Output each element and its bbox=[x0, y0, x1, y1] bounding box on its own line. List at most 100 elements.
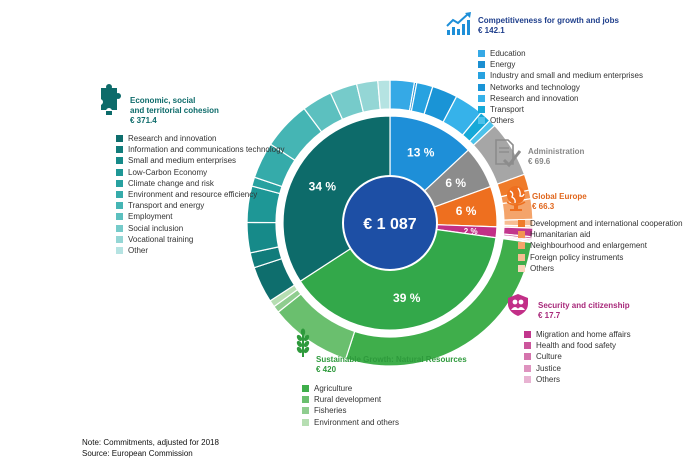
legend-item: Foreign policy instruments bbox=[518, 252, 683, 263]
legend-item: Fisheries bbox=[302, 405, 467, 416]
globe-icon bbox=[506, 186, 526, 211]
legend-item: Small and medium enterprises bbox=[116, 155, 285, 166]
note-line: Note: Commitments, adjusted for 2018 bbox=[82, 438, 219, 447]
legend-item: Energy bbox=[478, 59, 643, 70]
legend-item: Others bbox=[518, 263, 683, 274]
group-title: Competitiveness for growth and jobs bbox=[478, 16, 619, 25]
document-check-icon bbox=[495, 139, 521, 168]
legend-swatch bbox=[116, 213, 123, 221]
legend-swatch bbox=[478, 61, 485, 69]
outer-slice-cohesion-10 bbox=[377, 79, 391, 111]
legend-swatch bbox=[518, 220, 525, 227]
legend-swatch bbox=[478, 117, 485, 125]
legend-item: Research and innovation bbox=[116, 133, 285, 144]
group-amount: € 66.3 bbox=[532, 202, 555, 211]
legend-swatch bbox=[518, 242, 525, 250]
legend-group-global-europe: Global Europe € 66.3 Development and int… bbox=[518, 192, 683, 274]
legend-item: Agriculture bbox=[302, 383, 467, 394]
legend-swatch bbox=[116, 224, 123, 232]
legend-item: Development and international cooperatio… bbox=[518, 218, 683, 229]
legend-swatch bbox=[518, 253, 525, 261]
legend-swatch bbox=[116, 202, 123, 210]
legend-group-security: Security and citizenship € 17.7 Migratio… bbox=[524, 301, 631, 385]
legend-item: Climate change and risk bbox=[116, 178, 285, 189]
group-title: Economic, social and territorial cohesio… bbox=[130, 96, 219, 115]
legend-item: Transport and energy bbox=[116, 200, 285, 211]
legend-swatch bbox=[478, 72, 485, 80]
wheat-icon bbox=[296, 328, 310, 357]
legend-item: Rural development bbox=[302, 394, 467, 405]
legend-swatch bbox=[302, 418, 309, 426]
legend-item: Humanitarian aid bbox=[518, 229, 683, 240]
group-amount: € 17.7 bbox=[538, 311, 561, 320]
source-note: Note: Commitments, adjusted for 2018 Sou… bbox=[82, 437, 219, 459]
source-line: Source: European Commission bbox=[82, 449, 193, 458]
legend-swatch bbox=[116, 247, 123, 255]
legend-group-competitiveness: Competitiveness for growth and jobs € 14… bbox=[478, 16, 643, 126]
legend-group-administration: Administration € 69.6 bbox=[528, 147, 584, 167]
legend-swatch bbox=[302, 385, 309, 392]
legend-item: Environment and others bbox=[302, 417, 467, 428]
legend-swatch bbox=[478, 94, 485, 102]
group-amount: € 371.4 bbox=[130, 116, 157, 125]
legend-item: Others bbox=[478, 115, 643, 126]
legend-item: Education bbox=[478, 48, 643, 59]
percent-label-5: 34 % bbox=[309, 179, 337, 193]
center-disc bbox=[342, 175, 438, 271]
percent-label-4: 39 % bbox=[393, 291, 421, 305]
legend-group-cohesion: Economic, social and territorial cohesio… bbox=[116, 96, 285, 256]
legend-item: Vocational training bbox=[116, 234, 285, 245]
legend-swatch bbox=[524, 364, 531, 372]
group-title: Global Europe bbox=[532, 192, 587, 201]
group-title: Sustainable Growth: Natural Resources bbox=[316, 355, 467, 364]
legend-swatch bbox=[302, 407, 309, 415]
legend-swatch bbox=[116, 168, 123, 176]
legend-group-natural-resources: Sustainable Growth: Natural Resources € … bbox=[302, 355, 467, 428]
legend-item: Health and food safety bbox=[524, 340, 631, 351]
legend-item: Information and communications technolog… bbox=[116, 144, 285, 155]
group-amount: € 142.1 bbox=[478, 26, 505, 35]
legend-item: Industry and small and medium enterprise… bbox=[478, 70, 643, 81]
legend-item: Culture bbox=[524, 351, 631, 362]
group-title: Administration bbox=[528, 147, 585, 156]
legend-item: Migration and home affairs bbox=[524, 329, 631, 340]
legend-item: Justice bbox=[524, 363, 631, 374]
puzzle-people-icon bbox=[97, 84, 121, 115]
legend-item: Social inclusion bbox=[116, 223, 285, 234]
legend-swatch bbox=[302, 396, 309, 404]
ring-gap bbox=[277, 110, 503, 336]
legend-item: Others bbox=[524, 374, 631, 385]
center-total-label: € 1 087 bbox=[363, 216, 416, 233]
legend-item: Other bbox=[116, 245, 285, 256]
legend-swatch bbox=[478, 83, 485, 91]
legend-item: Networks and technology bbox=[478, 82, 643, 93]
percent-label-1: 6 % bbox=[445, 176, 466, 190]
legend-swatch bbox=[116, 135, 123, 142]
legend-item: Research and innovation bbox=[478, 93, 643, 104]
legend-swatch bbox=[524, 375, 531, 383]
percent-label-2: 6 % bbox=[456, 204, 477, 218]
legend-swatch bbox=[116, 179, 123, 187]
legend-swatch bbox=[478, 50, 485, 57]
legend-swatch bbox=[524, 331, 531, 338]
legend-swatch bbox=[524, 342, 531, 350]
legend-item: Low-Carbon Economy bbox=[116, 167, 285, 178]
legend-swatch bbox=[518, 264, 525, 272]
legend-item: Employment bbox=[116, 211, 285, 222]
shield-people-icon bbox=[508, 294, 528, 316]
group-amount: € 420 bbox=[316, 365, 337, 374]
legend-swatch bbox=[478, 106, 485, 114]
growth-chart-icon bbox=[446, 12, 471, 35]
percent-label-3: 2 % bbox=[464, 227, 478, 236]
group-title: Security and citizenship bbox=[538, 301, 630, 310]
legend-swatch bbox=[116, 235, 123, 243]
legend-swatch bbox=[518, 231, 525, 239]
legend-item: Environment and resource efficiency bbox=[116, 189, 285, 200]
legend-swatch bbox=[116, 191, 123, 199]
legend-item: Transport bbox=[478, 104, 643, 115]
legend-swatch bbox=[524, 353, 531, 361]
legend-swatch bbox=[116, 146, 123, 154]
percent-label-0: 13 % bbox=[407, 145, 435, 159]
group-amount: € 69.6 bbox=[528, 157, 551, 166]
